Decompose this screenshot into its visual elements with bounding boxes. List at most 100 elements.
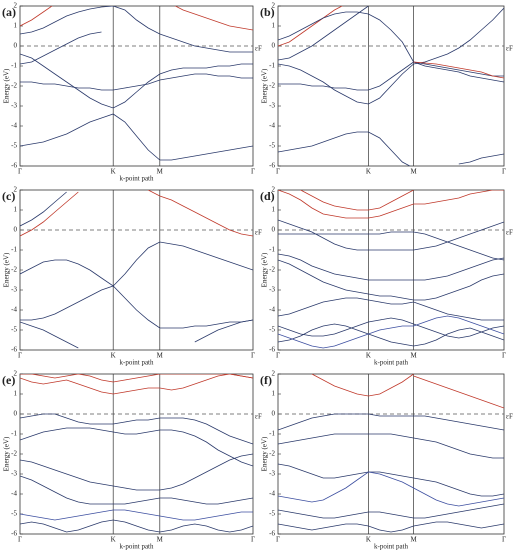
y-tick-label: -5: [11, 142, 17, 150]
y-tick-label: -2: [269, 450, 275, 458]
band-line: [174, 6, 253, 31]
y-tick-label: 2: [272, 2, 276, 10]
band-line: [20, 321, 79, 349]
fermi-label: εF: [506, 229, 513, 237]
x-axis-label: k-point path: [374, 543, 409, 550]
y-tick-label: -4: [269, 122, 275, 130]
y-tick-label: -6: [269, 162, 275, 170]
y-tick-label: 2: [272, 186, 276, 194]
band-line: [20, 285, 253, 329]
y-tick-label: 1: [272, 206, 276, 214]
x-tick-label: Γ: [251, 168, 255, 176]
y-tick-label: -2: [269, 82, 275, 90]
panel: -6 -5 -4 -3 -2 -1 0 1 2 Γ K M ΓεF (c) Energy (eV) k-poi…: [2, 186, 262, 367]
y-tick-label: -6: [11, 346, 17, 354]
y-tick-label: -3: [269, 102, 275, 110]
y-tick-label: 2: [14, 370, 18, 378]
y-axis-label: Energy (eV): [261, 252, 269, 287]
y-tick-label: 1: [14, 390, 18, 398]
band-line: [278, 219, 504, 251]
fermi-label: εF: [506, 45, 513, 53]
x-tick-label: Γ: [18, 352, 22, 360]
y-tick-label: 2: [272, 370, 276, 378]
panel-label: (e): [2, 373, 15, 387]
y-tick-label: -3: [11, 286, 17, 294]
y-tick-label: -4: [269, 306, 275, 314]
band-line: [278, 7, 504, 105]
x-tick-label: M: [157, 168, 164, 176]
band-line: [278, 297, 504, 321]
y-tick-label: -6: [11, 530, 17, 538]
band-line: [278, 11, 504, 77]
y-tick-label: -1: [11, 246, 17, 254]
y-tick-label: -1: [269, 430, 275, 438]
x-tick-label: Γ: [18, 536, 22, 544]
y-tick-label: -1: [269, 62, 275, 70]
y-tick-label: -1: [11, 62, 17, 70]
y-tick-label: 1: [272, 390, 276, 398]
panel: -6 -5 -4 -3 -2 -1 0 1 2 Γ K M ΓεF (f) Energy (eV) k-poi…: [260, 370, 513, 551]
panel: -6 -5 -4 -3 -2 -1 0 1 2 Γ K M ΓεF (e) Energy (eV) k-poi…: [2, 370, 262, 551]
band-line: [311, 374, 414, 397]
band-line: [20, 509, 253, 521]
fermi-label: εF: [506, 413, 513, 421]
y-tick-label: -4: [11, 122, 17, 130]
band-line: [278, 6, 343, 47]
fermi-label: εF: [255, 45, 262, 53]
panel-label: (f): [260, 373, 272, 387]
band-line: [278, 253, 504, 281]
band-line: [278, 131, 411, 166]
band-line: [20, 475, 253, 505]
panel: -6 -5 -4 -3 -2 -1 0 1 2 Γ K M ΓεF (d) Energy (eV) k-poi…: [260, 186, 513, 367]
band-line: [20, 6, 53, 27]
panel-label: (d): [260, 189, 275, 203]
x-tick-label: M: [410, 168, 417, 176]
panel: -6 -5 -4 -3 -2 -1 0 1 2 Γ K M ΓεF (a) Energy (eV) k-poi…: [2, 2, 262, 183]
y-tick-label: 0: [272, 226, 276, 234]
band-line: [20, 374, 253, 383]
band-line: [278, 521, 504, 533]
band-line: [194, 319, 253, 343]
y-tick-label: -4: [11, 306, 17, 314]
y-tick-label: -3: [11, 102, 17, 110]
band-line: [458, 153, 504, 165]
band-line: [300, 190, 414, 211]
y-tick-label: -3: [269, 286, 275, 294]
band-line: [20, 374, 253, 395]
band-line: [278, 259, 504, 301]
y-tick-label: 1: [14, 22, 18, 30]
panel-label: (b): [260, 5, 275, 19]
band-line: [20, 241, 253, 287]
band-line: [278, 317, 504, 339]
x-tick-label: Γ: [276, 352, 280, 360]
x-axis-label: k-point path: [374, 359, 409, 367]
band-line: [278, 315, 504, 349]
y-tick-label: 1: [272, 22, 276, 30]
y-tick-label: -5: [11, 326, 17, 334]
plot-frame: [19, 373, 254, 535]
x-tick-label: K: [111, 352, 116, 360]
x-tick-label: K: [366, 352, 371, 360]
y-tick-label: 0: [14, 410, 18, 418]
plot-frame: [277, 189, 505, 351]
y-tick-label: -5: [269, 326, 275, 334]
panel-label: (c): [2, 189, 15, 203]
band-line: [20, 453, 253, 491]
y-tick-label: -6: [269, 346, 275, 354]
y-tick-label: -6: [269, 530, 275, 538]
band-line: [278, 61, 504, 91]
band-line: [20, 519, 253, 533]
bands: [20, 190, 253, 349]
x-tick-label: M: [157, 536, 164, 544]
y-axis-label: Energy (eV): [3, 436, 11, 471]
band-line: [20, 73, 253, 91]
y-tick-label: 1: [14, 206, 18, 214]
fermi-label: εF: [255, 413, 262, 421]
band-line: [20, 191, 79, 237]
y-tick-label: 0: [14, 42, 18, 50]
band-line: [278, 231, 504, 261]
y-axis-label: Energy (eV): [3, 68, 11, 103]
y-tick-label: -4: [11, 490, 17, 498]
x-tick-label: K: [111, 168, 116, 176]
x-axis-label: k-point path: [119, 543, 154, 550]
